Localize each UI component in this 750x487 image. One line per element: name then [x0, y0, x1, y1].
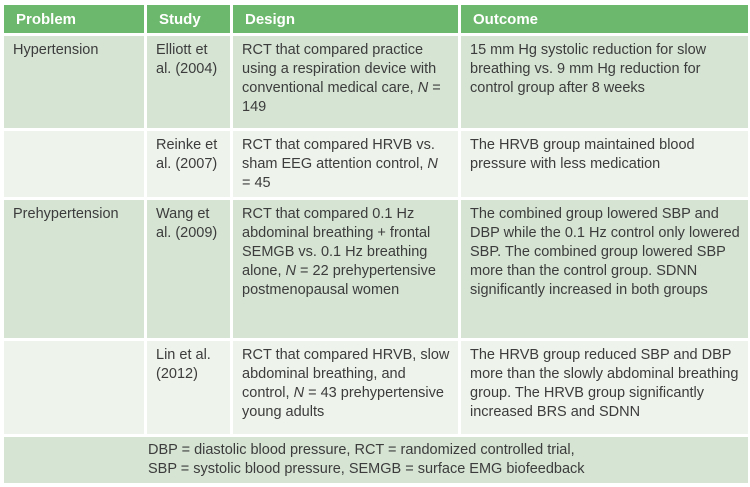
cell-study: Elliott et al. (2004) — [147, 36, 230, 128]
cell-study: Reinke et al. (2007) — [147, 131, 230, 197]
footnote-row: DBP = diastolic blood pressure, RCT = ra… — [4, 437, 748, 483]
cell-problem: Prehypertension — [4, 200, 144, 338]
cell-design: RCT that compared HRVB vs. sham EEG atte… — [233, 131, 458, 197]
table-row-wang: Prehypertension Wang et al. (2009) RCT t… — [4, 200, 748, 338]
cell-problem — [4, 131, 144, 197]
col-header-problem: Problem — [4, 5, 144, 33]
table-row-elliott: Hypertension Elliott et al. (2004) RCT t… — [4, 36, 748, 128]
footnote-line-2: SBP = systolic blood pressure, SEMGB = s… — [148, 461, 585, 477]
cell-outcome: 15 mm Hg systolic reduction for slow bre… — [461, 36, 748, 128]
footnote-line-1: DBP = diastolic blood pressure, RCT = ra… — [148, 442, 575, 458]
col-header-study: Study — [147, 5, 230, 33]
header-row: Problem Study Design Outcome — [4, 5, 748, 33]
cell-outcome: The HRVB group reduced SBP and DBP more … — [461, 341, 748, 434]
cell-problem — [4, 341, 144, 434]
cell-outcome: The HRVB group maintained blood pressure… — [461, 131, 748, 197]
cell-outcome: The combined group lowered SBP and DBP w… — [461, 200, 748, 338]
cell-study: Wang et al. (2009) — [147, 200, 230, 338]
cell-design: RCT that compared practice using a respi… — [233, 36, 458, 128]
table-row-lin: Lin et al. (2012) RCT that compared HRVB… — [4, 341, 748, 434]
cell-study: Lin et al. (2012) — [147, 341, 230, 434]
col-header-design: Design — [233, 5, 458, 33]
table-footnote: DBP = diastolic blood pressure, RCT = ra… — [4, 437, 748, 483]
cell-problem: Hypertension — [4, 36, 144, 128]
table-row-reinke: Reinke et al. (2007) RCT that compared H… — [4, 131, 748, 197]
col-header-outcome: Outcome — [461, 5, 748, 33]
cell-design: RCT that compared HRVB, slow abdominal b… — [233, 341, 458, 434]
cell-design: RCT that compared 0.1 Hz abdominal breat… — [233, 200, 458, 338]
